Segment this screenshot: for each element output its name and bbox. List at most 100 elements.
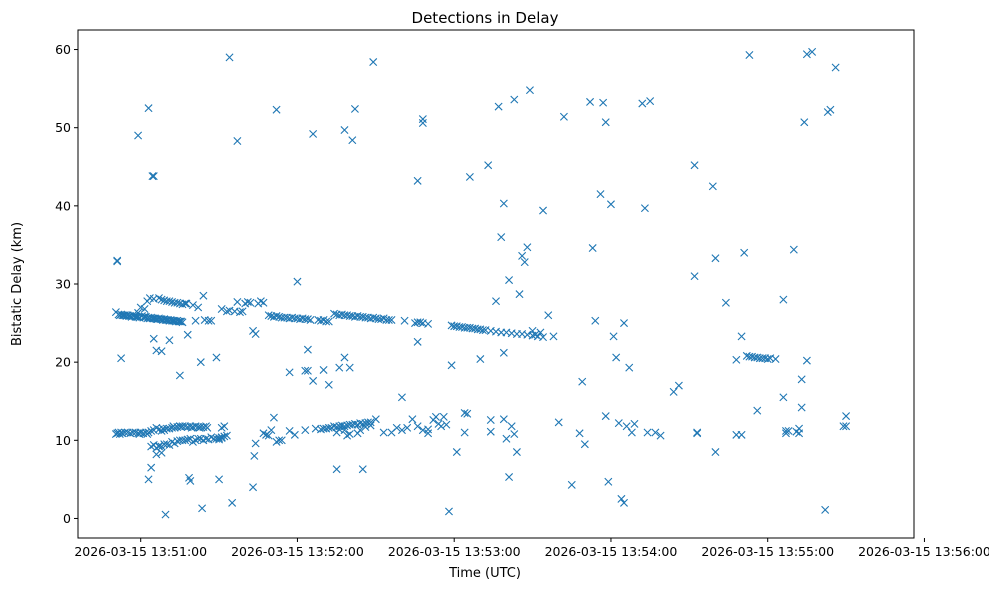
x-tick-label: 2026-03-15 13:54:00: [545, 544, 678, 559]
data-point: [147, 426, 156, 435]
data-point: [797, 403, 806, 412]
data-point: [301, 366, 310, 375]
data-point: [207, 316, 216, 325]
data-point: [497, 233, 506, 242]
data-point: [233, 136, 242, 145]
data-point: [424, 319, 433, 328]
data-point: [340, 126, 349, 135]
data-point: [492, 297, 500, 306]
data-point: [821, 505, 830, 514]
data-point: [737, 430, 746, 439]
data-point: [149, 294, 158, 303]
data-point: [165, 336, 174, 345]
data-point: [345, 363, 354, 372]
data-point: [499, 348, 508, 357]
y-tick-label: 0: [63, 511, 71, 526]
data-point: [620, 498, 629, 507]
data-point: [369, 313, 378, 322]
data-point: [753, 406, 762, 415]
data-point: [196, 358, 205, 367]
data-point: [215, 435, 224, 444]
data-point: [617, 494, 626, 503]
data-point: [737, 332, 746, 341]
data-point: [324, 317, 333, 326]
y-tick-label: 10: [55, 433, 71, 448]
data-point: [601, 412, 610, 421]
data-point: [358, 465, 367, 474]
data-point: [416, 318, 425, 327]
data-point: [178, 318, 187, 327]
data-point: [413, 176, 422, 185]
data-point: [233, 297, 242, 306]
data-point: [651, 428, 660, 437]
plot-area: [77, 29, 915, 539]
data-point: [601, 118, 610, 127]
data-point: [175, 317, 184, 326]
data-point: [272, 312, 281, 321]
data-point: [322, 317, 331, 326]
data-point: [148, 172, 157, 181]
data-point: [303, 366, 312, 375]
data-point: [447, 361, 456, 370]
data-point: [520, 258, 529, 267]
data-point: [301, 426, 310, 435]
data-point: [732, 355, 741, 364]
data-point: [154, 442, 163, 451]
data-point: [250, 451, 259, 460]
data-point: [476, 355, 485, 364]
chart-title: Detections in Delay: [412, 9, 559, 27]
data-point: [599, 98, 608, 107]
data-point: [238, 307, 247, 316]
data-point: [157, 448, 166, 457]
data-point: [437, 422, 446, 431]
data-point: [531, 330, 540, 339]
data-point: [499, 199, 508, 208]
data-point: [392, 423, 401, 432]
data-point: [413, 422, 422, 431]
data-point: [711, 254, 720, 263]
data-point: [361, 423, 370, 432]
data-point: [200, 315, 209, 324]
data-point: [578, 377, 587, 386]
data-point: [217, 423, 226, 432]
data-point: [418, 119, 427, 127]
data-point: [795, 429, 804, 438]
data-point: [309, 129, 318, 138]
data-point: [444, 507, 453, 516]
y-tick-label: 30: [55, 277, 71, 292]
data-point: [324, 380, 333, 389]
data-point: [144, 475, 153, 484]
data-point: [575, 429, 584, 438]
data-point: [460, 408, 469, 417]
data-point: [387, 315, 396, 324]
data-point: [267, 426, 276, 435]
data-point: [285, 368, 294, 377]
data-point: [161, 510, 170, 519]
data-point: [319, 365, 328, 374]
data-point: [510, 430, 519, 439]
data-point: [340, 422, 349, 431]
data-point: [515, 290, 524, 299]
x-axis-label: Time (UTC): [448, 566, 521, 581]
data-point: [690, 272, 699, 281]
data-point: [215, 433, 224, 442]
data-point: [596, 190, 605, 199]
data-point: [191, 316, 200, 325]
data-point: [157, 347, 166, 356]
data-point: [332, 428, 341, 437]
data-point: [478, 326, 487, 335]
data-point: [643, 428, 652, 437]
data-point: [285, 426, 294, 435]
data-point: [693, 429, 702, 438]
data-point: [638, 99, 647, 108]
data-point: [674, 381, 683, 390]
data-point: [559, 112, 568, 121]
data-point: [152, 450, 161, 459]
data-point: [512, 448, 521, 457]
data-point: [203, 423, 212, 432]
data-point: [669, 387, 678, 396]
data-point: [293, 277, 302, 286]
data-point: [463, 409, 472, 418]
